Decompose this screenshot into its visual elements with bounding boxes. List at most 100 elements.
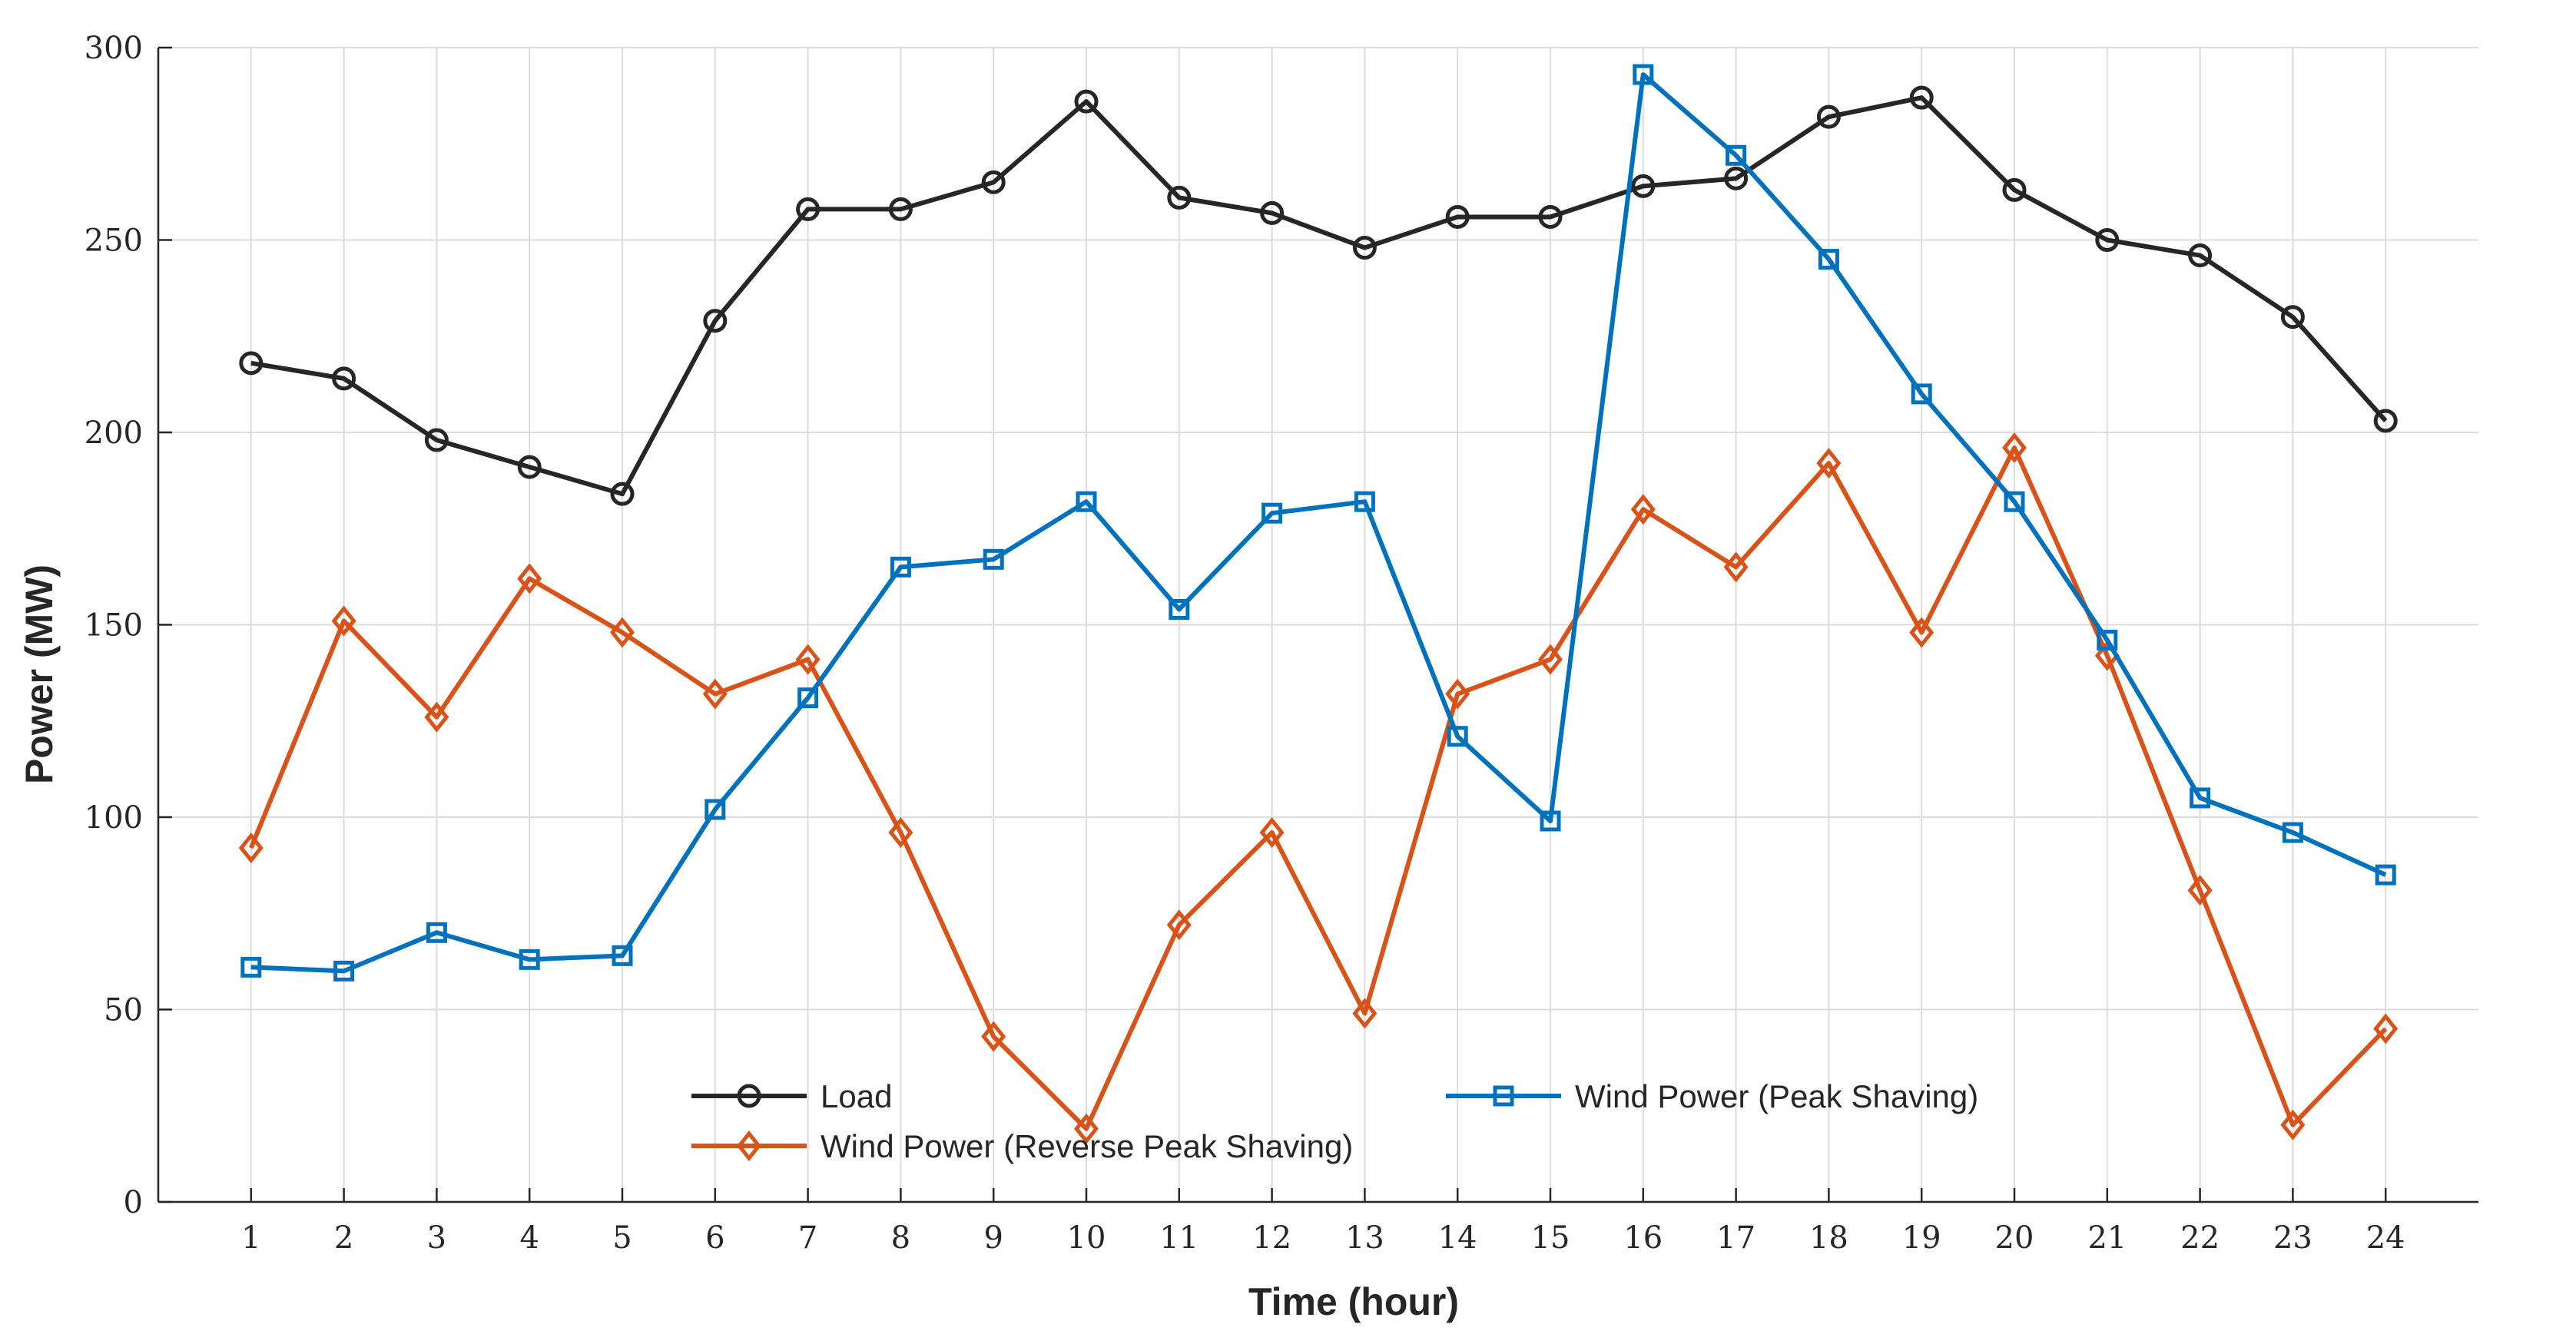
data-point-square (2097, 630, 2118, 651)
data-point-square (2190, 787, 2211, 809)
data-point-circle (1074, 89, 1099, 114)
legend-label: Wind Power (Reverse Peak Shaving) (821, 1128, 1353, 1164)
x-tick-label: 1 (241, 1220, 260, 1256)
legend-marker (736, 1130, 762, 1162)
y-tick-label: 150 (85, 608, 143, 644)
data-point-square (1169, 598, 1190, 620)
x-tick-label: 19 (1902, 1220, 1941, 1256)
x-tick-label: 24 (2366, 1220, 2405, 1256)
data-point-diamond (2187, 875, 2213, 906)
data-point-diamond (1166, 909, 1192, 941)
data-point-square (1726, 144, 1747, 166)
data-point-square (1261, 502, 1283, 524)
data-point-square (2375, 864, 2396, 886)
y-tick-label: 300 (85, 31, 143, 66)
series-wind-power-peak-shaving (240, 64, 2396, 982)
data-point-diamond (795, 644, 821, 675)
x-tick-label: 20 (1995, 1220, 2034, 1256)
legend-item: Wind Power (Reverse Peak Shaving) (691, 1128, 1353, 1164)
data-point-square (705, 799, 726, 820)
data-point-diamond (1909, 617, 1934, 648)
data-point-circle (517, 455, 542, 479)
data-point-diamond (981, 1021, 1006, 1052)
data-point-circle (2002, 177, 2027, 202)
data-point-square (797, 687, 819, 709)
data-point-square (983, 548, 1004, 570)
data-point-circle (703, 309, 728, 333)
x-tick-label: 2 (334, 1220, 353, 1256)
series-load (239, 85, 2398, 506)
data-point-diamond (702, 678, 728, 710)
data-point-circle (424, 428, 449, 452)
data-point-diamond (1445, 678, 1470, 710)
x-tick-label: 4 (519, 1220, 539, 1256)
y-tick-label: 250 (85, 223, 143, 259)
x-tick-label: 23 (2273, 1220, 2312, 1256)
data-point-diamond (1537, 644, 1563, 675)
data-point-square (2004, 491, 2025, 512)
data-point-circle (2373, 409, 2398, 433)
y-tick-label: 50 (104, 993, 143, 1028)
x-tick-label: 9 (983, 1220, 1003, 1256)
data-point-circle (981, 170, 1006, 194)
data-point-diamond (2001, 432, 2027, 464)
x-tick-label: 18 (1809, 1220, 1848, 1256)
data-point-square (1076, 491, 1097, 512)
x-tick-label: 11 (1159, 1220, 1198, 1256)
data-point-circle (332, 366, 356, 391)
axes: 1 2 3 4 5 6 7 8 9 10 11 12 13 14 15 16 17 18 19 20 21 22 23 240… (85, 31, 2478, 1256)
data-point-circle (1445, 204, 1470, 229)
x-tick-label: 17 (1716, 1220, 1755, 1256)
data-point-diamond (517, 563, 542, 594)
data-point-circle (1724, 166, 1749, 190)
data-point-diamond (238, 833, 264, 864)
grid (158, 47, 2478, 1203)
data-point-circle (1538, 204, 1563, 229)
x-tick-label: 3 (427, 1220, 446, 1256)
x-tick-label: 15 (1531, 1220, 1570, 1256)
data-point-square (1633, 64, 1654, 85)
data-point-diamond (1352, 998, 1378, 1029)
x-tick-label: 16 (1623, 1220, 1663, 1256)
data-point-square (1911, 383, 1932, 405)
data-point-square (612, 945, 633, 966)
legend-marker (737, 1084, 761, 1108)
data-point-square (1818, 249, 1839, 270)
data-point-square (890, 556, 911, 578)
y-axis-title: Power (MW) (18, 564, 61, 784)
series-wind-power-reverse-peak-shaving (238, 432, 2399, 1144)
legend-label: Load (821, 1078, 892, 1114)
data-point-circle (1631, 174, 1656, 198)
legend-item: Wind Power (Peak Shaving) (1446, 1078, 1978, 1114)
y-tick-label: 100 (85, 800, 143, 836)
x-tick-label: 13 (1345, 1220, 1384, 1256)
data-point-diamond (2373, 1013, 2399, 1044)
x-tick-label: 22 (2180, 1220, 2220, 1256)
data-point-circle (1816, 104, 1841, 129)
data-point-circle (1260, 200, 1285, 225)
series-line (249, 445, 2388, 1131)
data-point-circle (1352, 236, 1377, 260)
legend-marker (1493, 1085, 1514, 1107)
data-point-square (1354, 491, 1375, 512)
data-point-square (240, 956, 262, 978)
data-point-diamond (609, 617, 635, 648)
y-tick-label: 0 (124, 1185, 143, 1220)
data-point-square (1540, 810, 1561, 832)
x-tick-label: 21 (2087, 1220, 2127, 1256)
data-point-square (1447, 726, 1468, 747)
data-point-circle (239, 351, 264, 376)
x-tick-label: 7 (798, 1220, 817, 1256)
data-point-square (2282, 822, 2303, 843)
data-point-square (519, 948, 540, 970)
data-point-diamond (1073, 1113, 1099, 1144)
legend-item: Load (691, 1078, 892, 1114)
data-point-circle (610, 482, 635, 506)
data-point-square (426, 922, 447, 943)
y-tick-label: 200 (85, 415, 143, 451)
data-point-diamond (1816, 448, 1842, 479)
x-tick-label: 5 (612, 1220, 632, 1256)
data-point-diamond (1259, 817, 1285, 849)
x-tick-label: 12 (1252, 1220, 1291, 1256)
